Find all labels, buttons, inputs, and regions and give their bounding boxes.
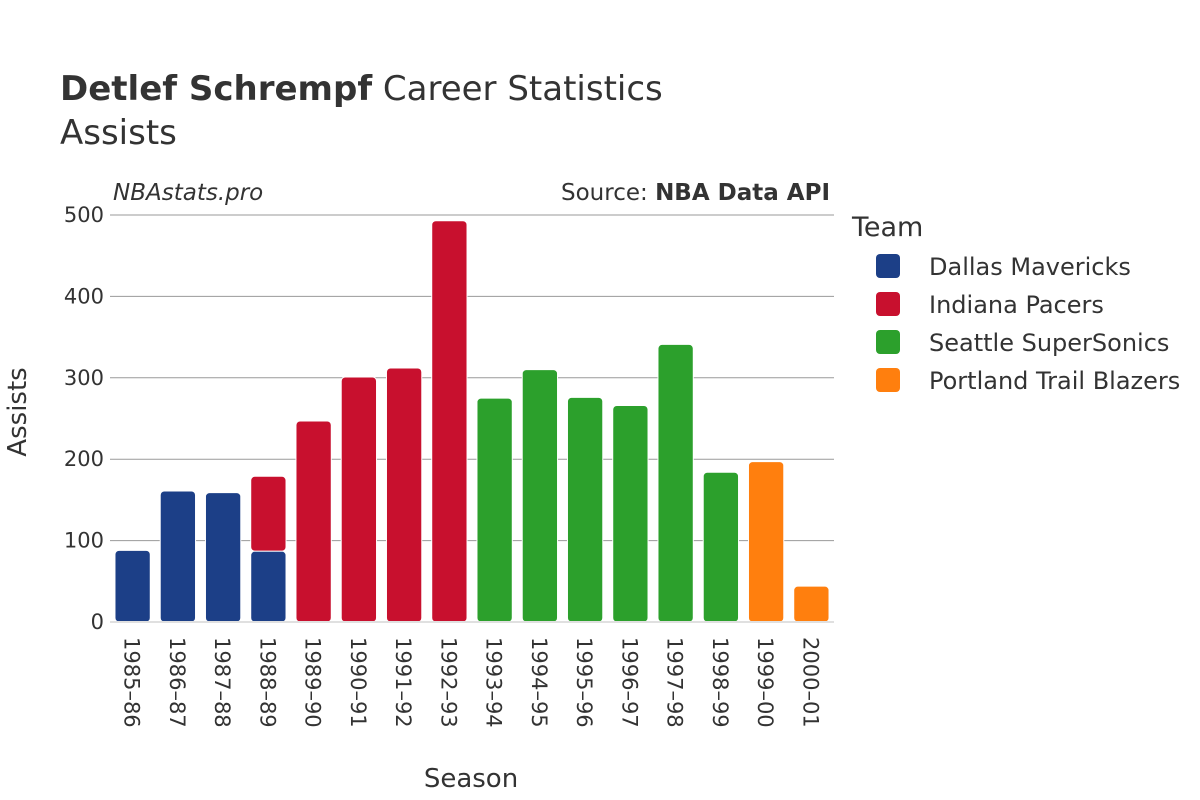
x-tick-label: 1990–91	[346, 637, 370, 728]
legend-title: Team	[851, 212, 923, 243]
bar	[702, 471, 740, 623]
x-axis-ticks: 1985–86 1986–87 1987–88 1988–89 1989–90 1990–…	[120, 637, 823, 728]
y-tick-label: 300	[64, 366, 104, 390]
y-axis-title: Assists	[3, 367, 33, 456]
watermark: NBAstats.pro	[113, 180, 263, 206]
y-tick-label: 0	[91, 610, 104, 634]
x-axis-title: Season	[424, 764, 518, 794]
bar	[159, 490, 197, 623]
legend-label: Seattle SuperSonics	[929, 329, 1169, 357]
x-tick-label: 1987–88	[210, 637, 234, 728]
bar	[204, 492, 242, 623]
legend-label: Dallas Mavericks	[929, 253, 1131, 281]
player-name: Detlef Schrempf	[60, 69, 373, 109]
y-tick-label: 500	[64, 203, 104, 227]
bar	[431, 220, 468, 623]
legend-swatch	[876, 368, 900, 392]
x-tick-label: 1992–93	[436, 637, 460, 728]
x-tick-label: 1986–87	[165, 637, 189, 728]
bar	[385, 367, 423, 623]
bar	[657, 343, 694, 623]
legend-label: Indiana Pacers	[929, 291, 1104, 319]
bar	[612, 404, 649, 623]
source-name: NBA Data API	[655, 180, 830, 206]
chart-title: Detlef Schrempf Career Statistics	[60, 69, 663, 109]
chart-subtitle: Assists	[60, 113, 177, 153]
y-tick-label: 400	[64, 284, 104, 308]
x-tick-label: 1996–97	[617, 637, 641, 728]
bar	[566, 396, 604, 623]
title-rest: Career Statistics	[372, 69, 663, 109]
bars	[114, 220, 830, 623]
legend-swatch	[876, 330, 900, 354]
legend-swatch	[876, 254, 900, 278]
y-tick-label: 100	[64, 529, 104, 553]
x-tick-label: 1999–00	[753, 637, 777, 728]
x-tick-label: 2000–01	[798, 637, 822, 728]
x-tick-label: 1998–99	[708, 637, 732, 728]
bar	[747, 461, 785, 623]
x-tick-label: 1993–94	[482, 637, 506, 728]
legend: Team Dallas Mavericks Indiana Pacers Seatt…	[851, 212, 1180, 395]
bar	[340, 376, 378, 623]
x-tick-label: 1988–89	[255, 637, 279, 728]
x-tick-label: 1991–92	[391, 637, 415, 728]
bar	[521, 369, 559, 623]
legend-swatch	[876, 292, 900, 316]
x-tick-label: 1995–96	[572, 637, 596, 728]
source-credit: Source: NBA Data API	[561, 180, 830, 206]
x-tick-label: 1989–90	[301, 637, 325, 728]
bar	[476, 397, 513, 623]
legend-label: Portland Trail Blazers	[929, 367, 1180, 395]
bar	[793, 585, 830, 623]
x-tick-label: 1997–98	[663, 637, 687, 728]
bar	[250, 550, 287, 623]
x-tick-label: 1985–86	[120, 637, 144, 728]
y-axis-ticks: 0 100 200 300 400 500	[64, 203, 104, 634]
bar	[250, 475, 287, 552]
y-tick-label: 200	[64, 447, 104, 471]
bar	[295, 420, 332, 623]
bar	[114, 549, 151, 623]
x-tick-label: 1994–95	[527, 637, 551, 728]
source-prefix: Source:	[561, 180, 655, 206]
